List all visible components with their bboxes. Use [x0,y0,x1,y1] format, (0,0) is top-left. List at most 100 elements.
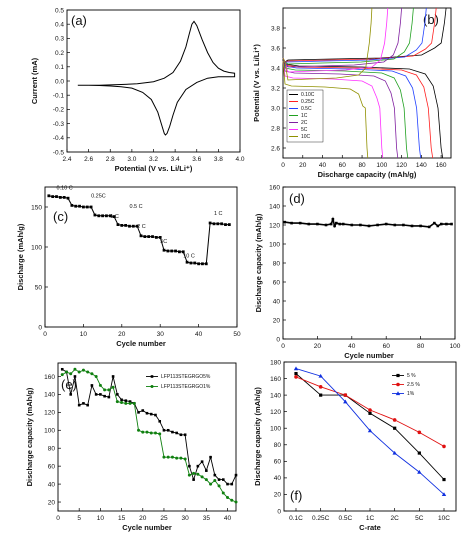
data-point [230,482,234,486]
data-point [162,248,166,252]
legend-marker [396,382,400,387]
legend-label: 0.25C [301,99,315,105]
panel-b: 0 20 40 60 80 100 120 140 160 2.6 2.8 3.0 3.2 3.4 3.6 3… [252,7,452,179]
data-point [77,403,81,407]
x-tick-label: 5 [77,515,81,522]
x-tick-label: 35 [203,515,211,522]
data-point [196,472,200,476]
data-point [124,399,128,402]
data-point [98,383,102,387]
y-tick-label: 100 [269,241,280,248]
data-point [197,262,200,266]
data-point [60,373,64,377]
data-point [419,224,422,228]
data-point [145,430,149,434]
legend-marker [396,373,400,378]
panel-label: (c) [53,209,68,224]
data-point [331,218,335,221]
data-point [170,249,174,253]
data-point [179,456,183,460]
data-point [94,393,98,396]
data-point [103,388,107,392]
data-point [204,478,208,482]
y-tick-label: 2.6 [271,145,280,152]
data-point [185,260,189,264]
x-tick-label: 4.0 [235,156,244,163]
data-point [226,496,230,500]
legend-label: 10C [301,134,311,140]
data-point [338,222,342,226]
legend-label: 1% [407,391,415,397]
x-tick-label: 30 [182,515,190,522]
data-point [81,368,85,372]
x-tick-label: 1C [366,515,375,522]
data-point [220,222,224,226]
y-tick-label: 0.2 [55,50,64,57]
data-point [128,401,132,405]
y-tick-label: 20 [48,499,56,506]
x-tick-label: 20 [139,515,147,522]
data-point [137,428,141,432]
data-point [402,223,405,227]
data-point [145,411,149,415]
x-tick-label: 5C [415,515,424,522]
data-point [149,412,153,416]
x-tick-label: 10 [97,515,105,522]
x-tick-label: 50 [233,331,241,338]
data-point [226,482,229,486]
data-point [216,222,220,226]
x-axis-label: Cycle number [344,351,394,360]
data-point [208,221,212,225]
data-point [441,492,447,497]
data-point [392,418,397,422]
y-tick-label: 40 [273,298,281,305]
data-point [316,222,319,226]
data-point [234,473,238,477]
discharge-curve [282,60,384,159]
y-tick-label: 3.2 [271,85,280,92]
y-tick-label: 60 [48,463,56,470]
data-point [217,478,221,481]
x-tick-label: 60 [339,162,347,169]
data-point [367,428,373,433]
y-tick-label: 140 [269,203,280,210]
data-point [209,455,212,459]
data-point [417,430,422,435]
data-point [170,455,174,459]
data-point [341,222,345,226]
y-tick-label: 180 [270,359,281,366]
y-tick-label: 20 [274,492,282,499]
data-point [217,484,221,488]
data-point [200,460,204,463]
data-point [368,411,372,415]
charge-curve [282,7,389,73]
x-tick-label: 2C [391,515,400,522]
data-point [283,220,287,224]
data-point [124,401,128,405]
data-point [392,450,397,455]
panel-label: (f) [290,488,302,503]
panel-label: (a) [71,13,87,28]
legend-label: 0.5C [301,106,312,112]
y-tick-label: 60 [273,279,281,286]
data-point [193,261,197,265]
x-axis-label: C-rate [359,523,381,532]
data-point [158,432,162,436]
y-tick-label: 0 [276,336,280,343]
discharge-curve [282,60,444,159]
data-point [183,457,187,461]
legend-label: 0.10C [301,92,315,98]
data-point [212,222,216,226]
data-point [445,222,448,226]
x-tick-label: 2.4 [62,156,71,163]
y-tick-label: 40 [274,475,282,482]
legend-marker [395,391,401,396]
data-point [143,235,147,238]
x-axis-label: Discharge capacity (mAh/g) [318,170,417,179]
x-tick-label: 30 [157,331,165,338]
data-point [293,366,299,371]
data-point [107,388,111,392]
legend-marker [150,375,154,378]
x-axis-label: Potential (V vs. Li/Li⁺) [115,164,193,173]
data-point [171,430,174,434]
